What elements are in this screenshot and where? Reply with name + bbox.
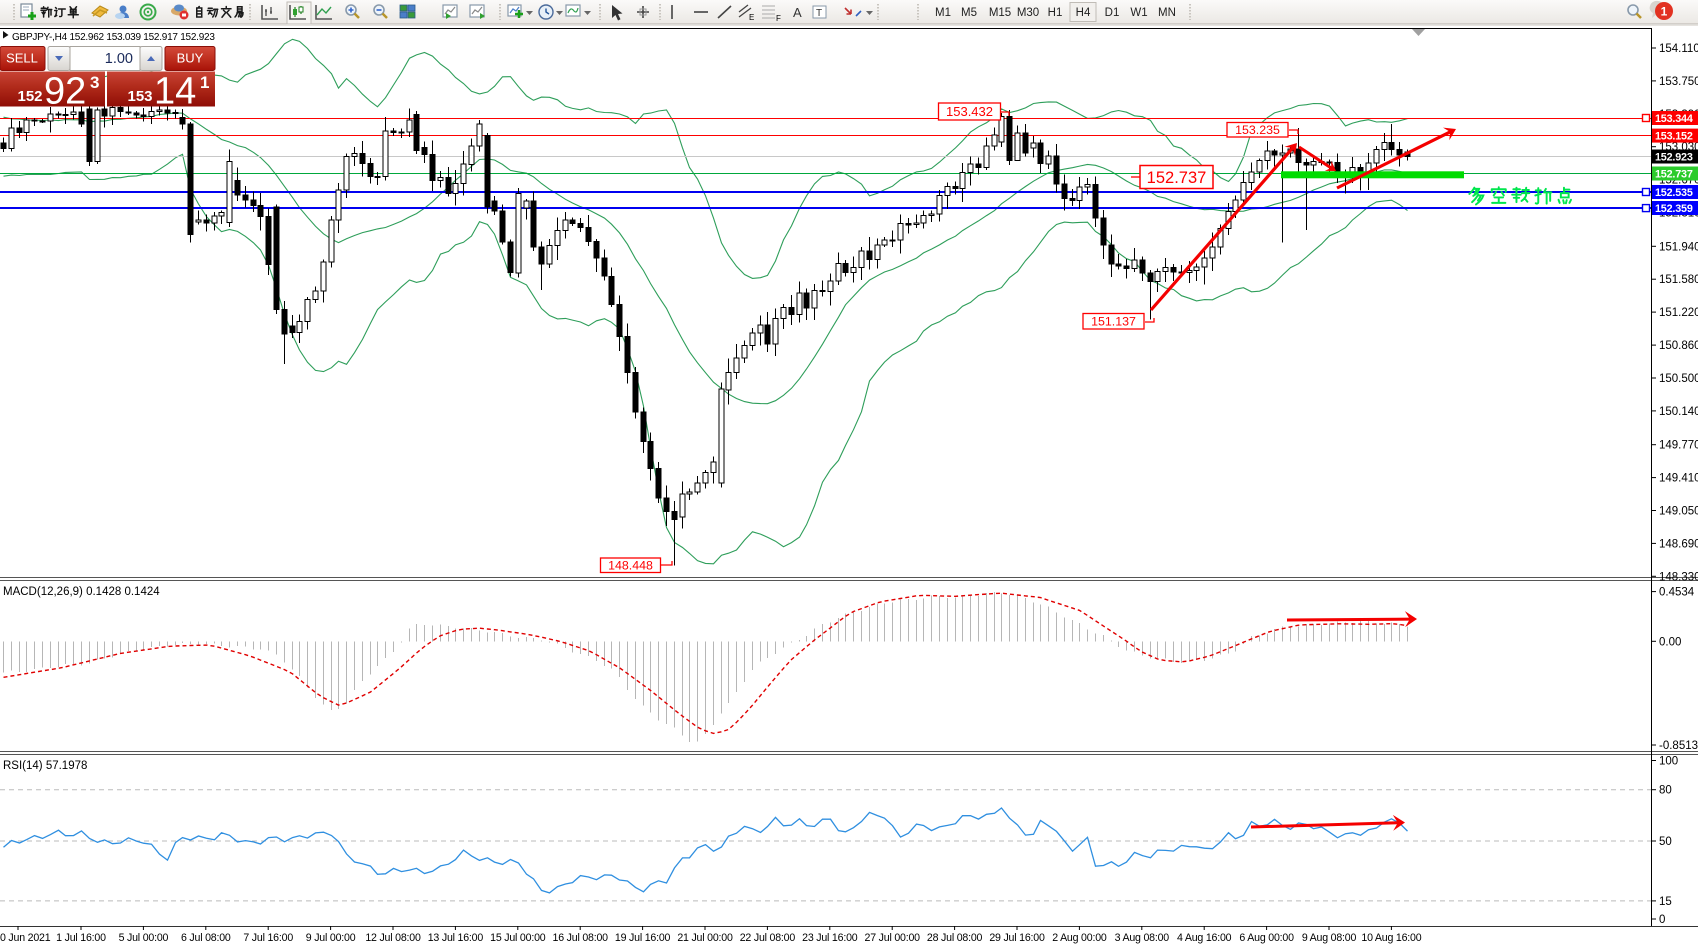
svg-text:154.110: 154.110: [1659, 43, 1698, 55]
svg-text:152.737: 152.737: [1147, 169, 1207, 187]
svg-text:1: 1: [200, 73, 209, 92]
svg-text:152.359: 152.359: [1655, 203, 1693, 215]
svg-text:W1: W1: [1130, 7, 1147, 19]
svg-text:28 Jul 08:00: 28 Jul 08:00: [927, 932, 983, 944]
svg-text:149.410: 149.410: [1659, 473, 1698, 485]
svg-text:150.140: 150.140: [1659, 406, 1698, 418]
svg-text:1.00: 1.00: [105, 51, 133, 67]
svg-text:149.050: 149.050: [1659, 506, 1698, 518]
svg-text:152: 152: [17, 88, 42, 105]
svg-text:H1: H1: [1048, 7, 1063, 19]
svg-text:27 Jul 00:00: 27 Jul 00:00: [865, 932, 921, 944]
svg-text:148.448: 148.448: [608, 559, 653, 573]
svg-text:BUY: BUY: [177, 51, 204, 66]
svg-text:2 Aug 00:00: 2 Aug 00:00: [1052, 932, 1107, 944]
svg-text:153.152: 153.152: [1655, 131, 1693, 143]
svg-text:4 Aug 16:00: 4 Aug 16:00: [1177, 932, 1232, 944]
svg-text:6 Jul 08:00: 6 Jul 08:00: [181, 932, 231, 944]
svg-text:9 Aug 08:00: 9 Aug 08:00: [1302, 932, 1357, 944]
svg-text:9 Jul 00:00: 9 Jul 00:00: [306, 932, 356, 944]
svg-text:T: T: [816, 8, 822, 19]
svg-text:M30: M30: [1017, 7, 1039, 19]
svg-text:92: 92: [44, 71, 86, 113]
svg-text:148.330: 148.330: [1659, 571, 1698, 583]
svg-text:153.235: 153.235: [1235, 123, 1280, 137]
svg-text:0.00: 0.00: [1659, 636, 1681, 648]
svg-text:0 Jun 2021: 0 Jun 2021: [0, 932, 51, 944]
svg-text:0.4534: 0.4534: [1659, 587, 1695, 599]
svg-text:1 Jul 16:00: 1 Jul 16:00: [56, 932, 106, 944]
svg-text:22 Jul 08:00: 22 Jul 08:00: [740, 932, 796, 944]
svg-text:H4: H4: [1076, 7, 1091, 19]
svg-text:MN: MN: [1158, 7, 1176, 19]
svg-text:E: E: [749, 13, 754, 22]
svg-text:12 Jul 08:00: 12 Jul 08:00: [365, 932, 421, 944]
svg-text:3 Aug 08:00: 3 Aug 08:00: [1115, 932, 1170, 944]
svg-text:152.535: 152.535: [1655, 187, 1693, 199]
svg-text:M5: M5: [961, 7, 977, 19]
svg-text:19 Jul 16:00: 19 Jul 16:00: [615, 932, 671, 944]
svg-text:148.690: 148.690: [1659, 538, 1698, 550]
svg-text:153.432: 153.432: [946, 104, 993, 119]
svg-text:MACD(12,26,9) 0.1428 0.1424: MACD(12,26,9) 0.1428 0.1424: [3, 586, 160, 598]
svg-text:50: 50: [1659, 836, 1672, 848]
svg-text:29 Jul 16:00: 29 Jul 16:00: [989, 932, 1045, 944]
svg-text:16 Jul 08:00: 16 Jul 08:00: [553, 932, 609, 944]
svg-text:153: 153: [127, 88, 152, 105]
svg-text:150.860: 150.860: [1659, 340, 1698, 352]
svg-text:M1: M1: [935, 7, 951, 19]
svg-text:GBPJPY-,H4 152.962 153.039 15: GBPJPY-,H4 152.962 153.039 152.917 152.9…: [12, 32, 215, 43]
svg-text:6 Aug 00:00: 6 Aug 00:00: [1239, 932, 1294, 944]
svg-text:3: 3: [90, 73, 99, 92]
svg-text:7 Jul 16:00: 7 Jul 16:00: [243, 932, 293, 944]
svg-text:15 Jul 00:00: 15 Jul 00:00: [490, 932, 546, 944]
svg-text:151.220: 151.220: [1659, 307, 1698, 319]
svg-text:153.750: 153.750: [1659, 76, 1698, 88]
svg-text:150.500: 150.500: [1659, 373, 1698, 385]
svg-text:RSI(14) 57.1978: RSI(14) 57.1978: [3, 760, 87, 772]
svg-text:80: 80: [1659, 785, 1672, 797]
svg-text:149.770: 149.770: [1659, 440, 1698, 452]
svg-text:5 Jul 00:00: 5 Jul 00:00: [119, 932, 169, 944]
svg-text:0: 0: [1659, 914, 1665, 926]
svg-text:13 Jul 16:00: 13 Jul 16:00: [428, 932, 484, 944]
svg-text:151.940: 151.940: [1659, 241, 1698, 253]
svg-text:-0.8513: -0.8513: [1659, 740, 1698, 752]
svg-text:21 Jul 00:00: 21 Jul 00:00: [677, 932, 733, 944]
svg-text:10 Aug 16:00: 10 Aug 16:00: [1361, 932, 1421, 944]
svg-text:151.137: 151.137: [1091, 315, 1136, 329]
svg-text:153.344: 153.344: [1655, 113, 1693, 125]
svg-text:A: A: [793, 5, 802, 20]
svg-text:14: 14: [154, 71, 196, 113]
svg-text:1: 1: [1661, 5, 1668, 19]
svg-text:SELL: SELL: [6, 51, 38, 66]
svg-text:23 Jul 16:00: 23 Jul 16:00: [802, 932, 858, 944]
svg-text:152.923: 152.923: [1655, 152, 1693, 164]
svg-text:100: 100: [1659, 756, 1678, 768]
svg-text:151.580: 151.580: [1659, 274, 1698, 286]
svg-text:D1: D1: [1105, 7, 1120, 19]
svg-text:M15: M15: [989, 7, 1011, 19]
svg-text:15: 15: [1659, 896, 1672, 908]
svg-text:F: F: [776, 14, 781, 23]
svg-text:152.737: 152.737: [1655, 169, 1693, 181]
